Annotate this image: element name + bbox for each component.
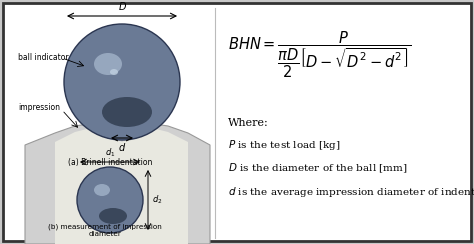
Text: $d$ is the average impression diameter of indentation [mm]: $d$ is the average impression diameter o…: [228, 185, 474, 199]
Text: $d_1$: $d_1$: [105, 146, 115, 159]
Ellipse shape: [64, 24, 180, 140]
Ellipse shape: [110, 69, 118, 75]
Text: ball indicator: ball indicator: [18, 53, 69, 62]
Text: Where:: Where:: [228, 118, 269, 128]
Polygon shape: [55, 127, 188, 244]
Ellipse shape: [94, 53, 122, 75]
Polygon shape: [25, 123, 210, 244]
Ellipse shape: [102, 97, 152, 127]
Ellipse shape: [77, 167, 143, 233]
Text: d: d: [119, 143, 125, 153]
Ellipse shape: [94, 184, 110, 196]
Text: $BHN = \dfrac{P}{\dfrac{\pi D}{2}\left[D - \sqrt{D^2 - d^2}\right]}$: $BHN = \dfrac{P}{\dfrac{\pi D}{2}\left[D…: [228, 30, 411, 80]
Text: impression: impression: [18, 103, 60, 112]
Text: $D$ is the diameter of the ball [mm]: $D$ is the diameter of the ball [mm]: [228, 162, 408, 175]
Text: (a) Brinell indentation: (a) Brinell indentation: [68, 158, 152, 167]
Ellipse shape: [99, 208, 127, 224]
Text: D: D: [118, 2, 126, 12]
Text: $d_2$: $d_2$: [152, 194, 163, 206]
Text: $P$ is the test load [kg]: $P$ is the test load [kg]: [228, 138, 341, 152]
Text: (b) measurement of impression
diameter: (b) measurement of impression diameter: [48, 224, 162, 237]
